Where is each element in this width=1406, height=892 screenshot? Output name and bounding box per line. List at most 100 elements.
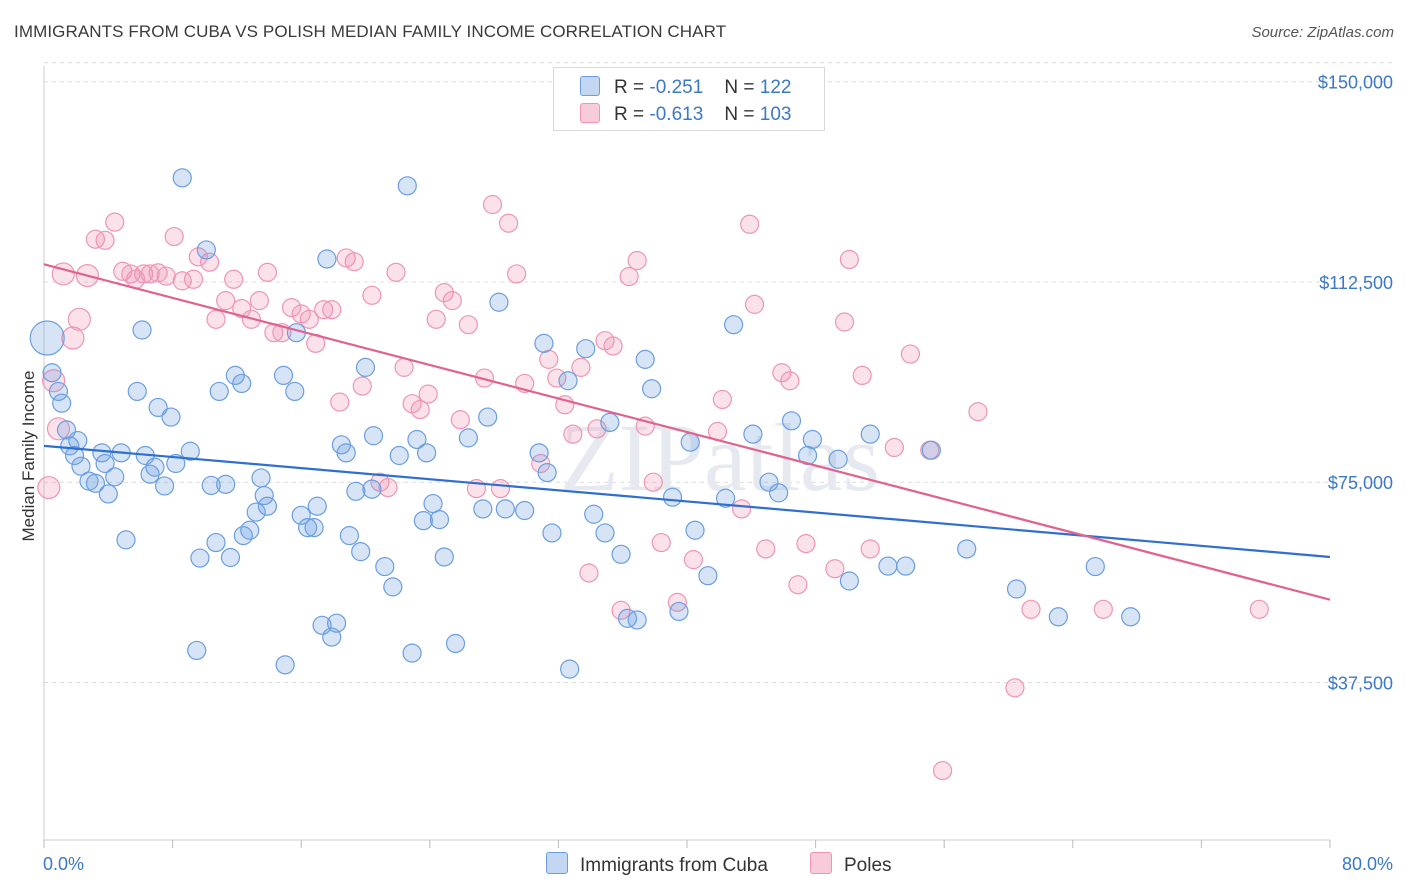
cuba-point — [232, 373, 252, 394]
cuba-point — [413, 511, 433, 531]
cuba-point — [478, 407, 498, 427]
cuba-point — [383, 577, 403, 597]
poles-point — [860, 539, 880, 559]
legend-n-label: N = — [724, 104, 755, 125]
y-tick-label: $75,000 — [1328, 473, 1393, 493]
cuba-point — [473, 499, 493, 519]
cuba-point — [537, 462, 557, 483]
cuba-point — [402, 643, 422, 663]
cuba-point — [429, 509, 450, 530]
poles-point — [732, 499, 752, 519]
legend-n-label: N = — [724, 77, 755, 98]
cuba-point — [233, 526, 253, 546]
poles-point — [352, 376, 372, 396]
cuba-point — [680, 432, 700, 452]
cuba-point — [220, 547, 241, 568]
poles-point — [839, 249, 859, 270]
chart-title: IMMIGRANTS FROM CUBA VS POLISH MEDIAN FA… — [14, 22, 727, 41]
cuba-point — [201, 475, 221, 496]
cuba-point — [95, 453, 115, 474]
cuba-point — [216, 474, 236, 494]
cuba-point — [71, 456, 91, 476]
cuba-point — [921, 440, 941, 460]
chart-source: Source: ZipAtlas.com — [1251, 24, 1394, 41]
poles-point — [206, 309, 226, 329]
poles-point — [1249, 599, 1269, 619]
poles-point — [603, 336, 623, 356]
cuba-swatch — [580, 76, 600, 96]
bottom-legend-label-poles: Poles — [844, 855, 892, 876]
cuba-point — [105, 467, 125, 487]
poles-point — [199, 252, 220, 272]
cuba-points — [29, 168, 1141, 679]
cuba-point — [724, 315, 744, 335]
cuba-point — [407, 429, 427, 450]
axes — [43, 66, 1331, 848]
cuba-point — [64, 445, 85, 466]
cuba-point — [860, 424, 880, 444]
poles-point — [756, 539, 776, 559]
poles-point — [539, 349, 559, 369]
poles-swatch — [580, 103, 600, 123]
cuba-point — [355, 357, 376, 377]
poles-point — [281, 297, 302, 318]
y-tick-label: $37,500 — [1328, 673, 1393, 693]
poles-point — [188, 247, 208, 267]
poles-point — [968, 402, 988, 422]
cuba-point — [48, 381, 69, 402]
cuba-point — [957, 539, 977, 559]
cuba-point — [172, 168, 192, 188]
legend-row-poles: R = -0.613 N = 103 — [580, 103, 791, 127]
poles-point — [547, 368, 567, 388]
cuba-point — [743, 424, 763, 444]
poles-point — [712, 389, 732, 410]
grid-lines — [44, 62, 1395, 683]
cuba-point — [828, 449, 848, 469]
poles-point — [1005, 678, 1025, 698]
poles-point — [788, 575, 808, 595]
poles-point — [156, 266, 176, 286]
poles-point — [61, 326, 85, 350]
poles-point — [140, 264, 160, 284]
poles-point — [378, 477, 398, 498]
trend-lines — [43, 263, 1331, 601]
poles-point — [450, 410, 470, 430]
cuba-point — [166, 453, 186, 474]
cuba-point — [698, 566, 718, 586]
cuba-point — [148, 397, 168, 418]
cuba-point — [458, 428, 478, 448]
legend-n-value-cuba: 122 — [759, 77, 792, 98]
poles-point — [67, 307, 91, 331]
cuba-point — [489, 292, 509, 312]
cuba-point — [98, 484, 118, 504]
legend-r-label: R = — [614, 77, 645, 98]
watermark: ZIPatlas — [560, 404, 880, 511]
cuba-point — [161, 407, 181, 427]
bottom-legend-poles: Poles — [810, 852, 892, 876]
poles-point — [46, 417, 71, 441]
cuba-point — [1085, 556, 1105, 577]
poles-point — [490, 479, 511, 499]
cuba-point — [423, 493, 443, 514]
cuba-point — [529, 443, 549, 463]
cuba-point — [515, 500, 535, 521]
cuba-point — [600, 412, 620, 433]
cuba-point — [416, 443, 437, 463]
cuba-point — [92, 443, 112, 463]
cuba-point — [180, 441, 200, 461]
cuba-point — [285, 381, 305, 402]
cuba-point — [896, 556, 916, 576]
poles-point — [410, 399, 430, 420]
cuba-point — [116, 530, 136, 550]
cuba-point — [85, 473, 106, 493]
y-tick-label: $150,000 — [1318, 73, 1393, 93]
poles-point — [507, 264, 527, 284]
poles-point — [362, 285, 382, 305]
cuba-point — [257, 496, 278, 516]
correlation-legend: R = -0.251 N = 122 R = -0.613 N = 103 — [553, 67, 825, 131]
poles-point — [1021, 599, 1041, 619]
cuba-point — [617, 608, 638, 628]
poles-point — [611, 600, 631, 620]
cuba-point — [209, 381, 229, 402]
